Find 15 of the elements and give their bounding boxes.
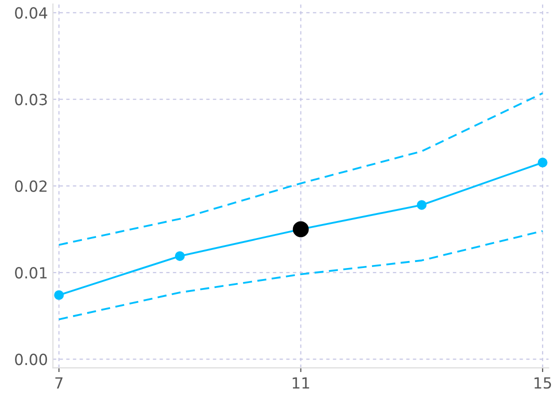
line-series [58,92,544,246]
y-tick-label: 0.01 [15,267,47,279]
y-tick-label: 0.00 [15,354,48,366]
point [292,221,309,238]
line-series [58,230,544,320]
y-tick-label: 0.04 [15,7,48,19]
x-tick-label: 11 [292,377,310,388]
x-tick-label: 7 [55,377,63,388]
point [416,200,427,210]
y-tick-label: 0.02 [15,180,47,192]
y-tick-label: 0.03 [15,94,47,106]
point [175,251,185,261]
point [538,158,548,168]
point [54,290,64,300]
x-tick-label: 15 [534,377,551,389]
